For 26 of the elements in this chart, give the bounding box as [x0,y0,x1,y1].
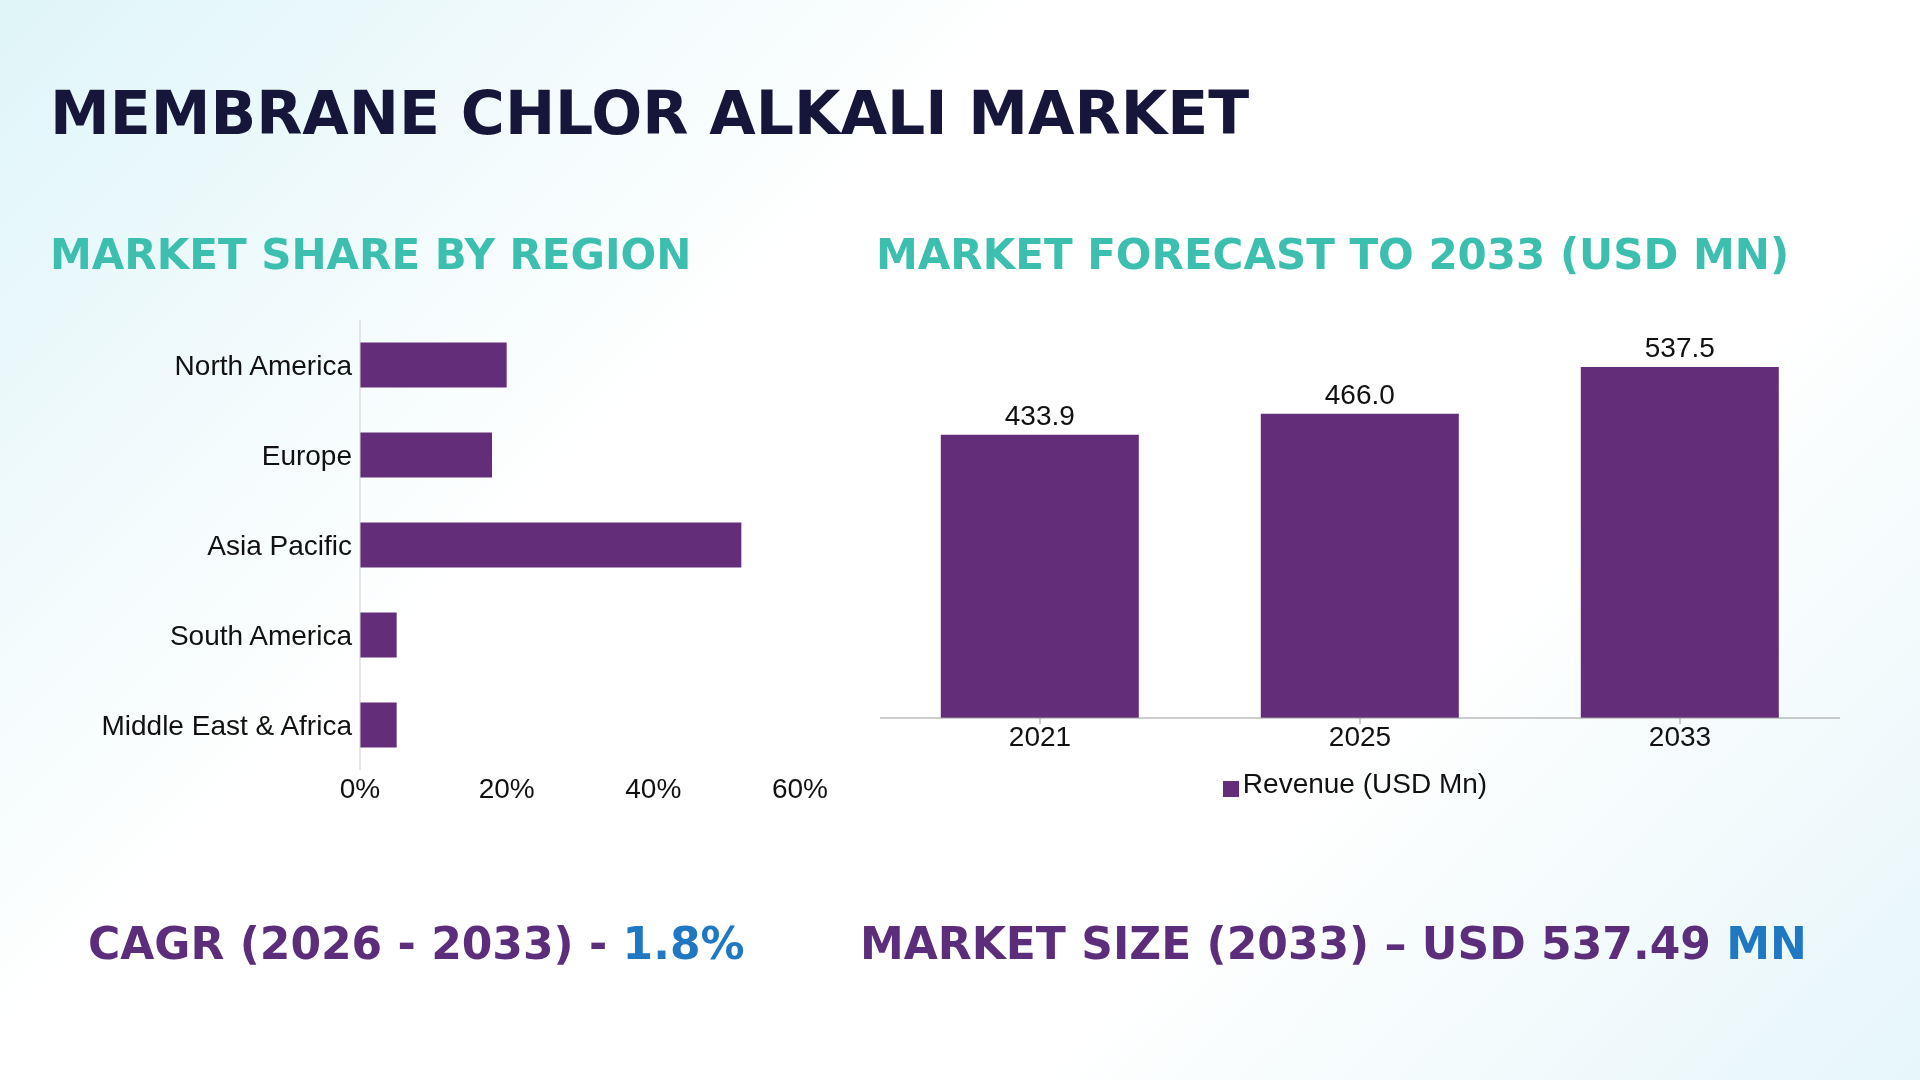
x-tick-label: 20% [478,772,535,804]
bar [360,612,397,658]
x-tick-label: 40% [625,772,682,804]
text: MEMBRANE CHLOR ALKALI MARKET [50,78,1250,148]
y-tick-label: Middle East & Africa [101,709,353,741]
chart-title: MARKET SHARE BY REGION [50,230,692,279]
legend-label: Revenue (USD Mn) [1242,768,1488,799]
x-tick-label: 0% [339,772,381,804]
data-label: 537.5 [1644,332,1715,364]
data-label: 466.0 [1324,378,1395,410]
y-tick-label: Asia Pacific [207,529,352,561]
x-tick-label: 60% [771,772,829,804]
data-label: 433.9 [1004,399,1075,431]
x-tick-label: 2033 [1648,720,1712,752]
y-tick-label: Europe [261,439,352,471]
text: CAGR (2026 - 2033) - 1.8% [88,918,745,969]
chart-title: MARKET FORECAST TO 2033 (USD MN) [876,230,1790,279]
bar [360,432,492,478]
y-tick-label: North America [174,349,353,381]
bar [360,342,507,388]
x-tick-label: 2021 [1008,720,1072,752]
bar [360,702,397,748]
text: MARKET SIZE (2033) – USD 537.49 MN [860,918,1807,969]
y-tick-label: South America [169,619,353,651]
x-tick-label: 2025 [1328,720,1392,752]
bar [360,522,742,568]
